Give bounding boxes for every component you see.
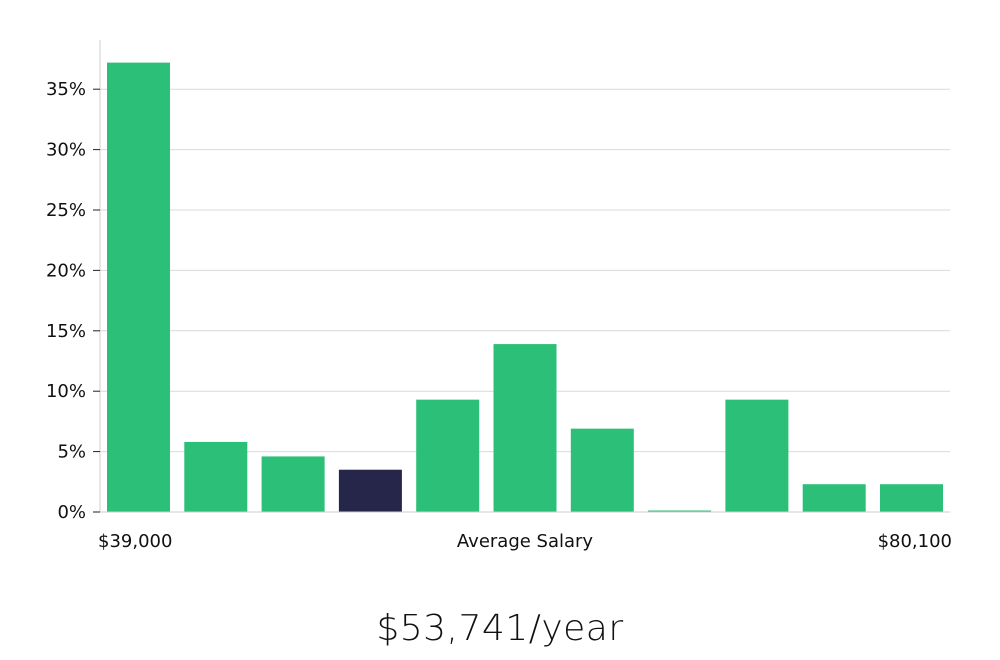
y-tick-label: 5% — [57, 442, 86, 463]
bar — [416, 399, 480, 512]
y-axis-ticks: 0% 5% 10% 15% 20% 25% 30% 35% — [46, 79, 100, 523]
x-label-max: $80,100 — [878, 531, 952, 552]
y-tick-label: 10% — [46, 381, 86, 402]
y-tick-label: 25% — [46, 200, 86, 221]
bar-average-salary — [338, 469, 402, 512]
bar — [493, 344, 557, 512]
bar — [570, 428, 634, 512]
bars — [107, 62, 943, 513]
y-tick-label: 30% — [46, 140, 86, 161]
bar — [648, 510, 712, 512]
bar — [261, 456, 325, 512]
bar — [802, 484, 866, 512]
salary-histogram: 0% 5% 10% 15% 20% 25% 30% 35% $39,000 Average S… — [46, 40, 952, 552]
y-tick-label: 35% — [46, 79, 86, 100]
x-label-min: $39,000 — [98, 531, 172, 552]
bar — [107, 62, 170, 513]
y-tick-label: 15% — [46, 321, 86, 342]
bar — [880, 484, 943, 512]
average-salary-figure: $53,741/year — [376, 608, 624, 649]
y-tick-label: 0% — [57, 502, 86, 523]
x-label-center: Average Salary — [457, 531, 594, 552]
gridlines — [100, 88, 950, 453]
y-tick-label: 20% — [46, 260, 86, 281]
bar — [725, 399, 789, 512]
bar — [184, 441, 248, 512]
